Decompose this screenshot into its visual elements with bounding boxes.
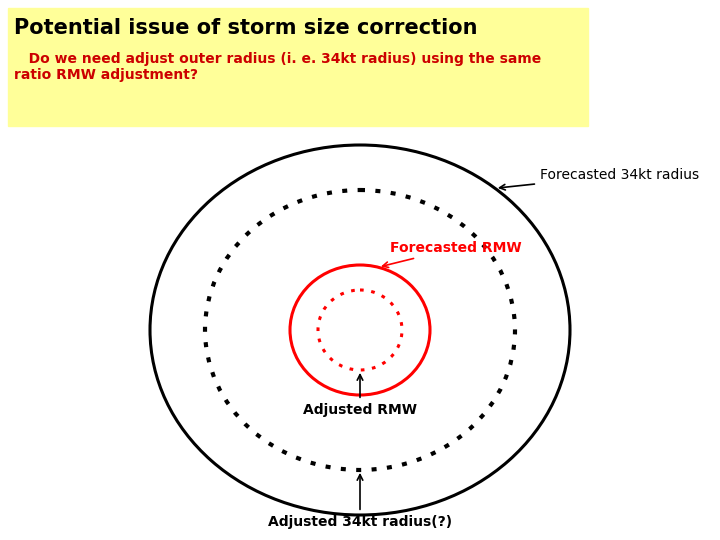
- Text: Adjusted 34kt radius(?): Adjusted 34kt radius(?): [268, 475, 452, 529]
- Text: Potential issue of storm size correction: Potential issue of storm size correction: [14, 18, 477, 38]
- FancyBboxPatch shape: [8, 8, 588, 126]
- Text: Forecasted 34kt radius: Forecasted 34kt radius: [500, 168, 699, 190]
- Text: Do we need adjust outer radius (i. e. 34kt radius) using the same
ratio RMW adju: Do we need adjust outer radius (i. e. 34…: [14, 52, 541, 82]
- Text: Forecasted RMW: Forecasted RMW: [382, 241, 521, 267]
- Text: Adjusted RMW: Adjusted RMW: [303, 375, 417, 417]
